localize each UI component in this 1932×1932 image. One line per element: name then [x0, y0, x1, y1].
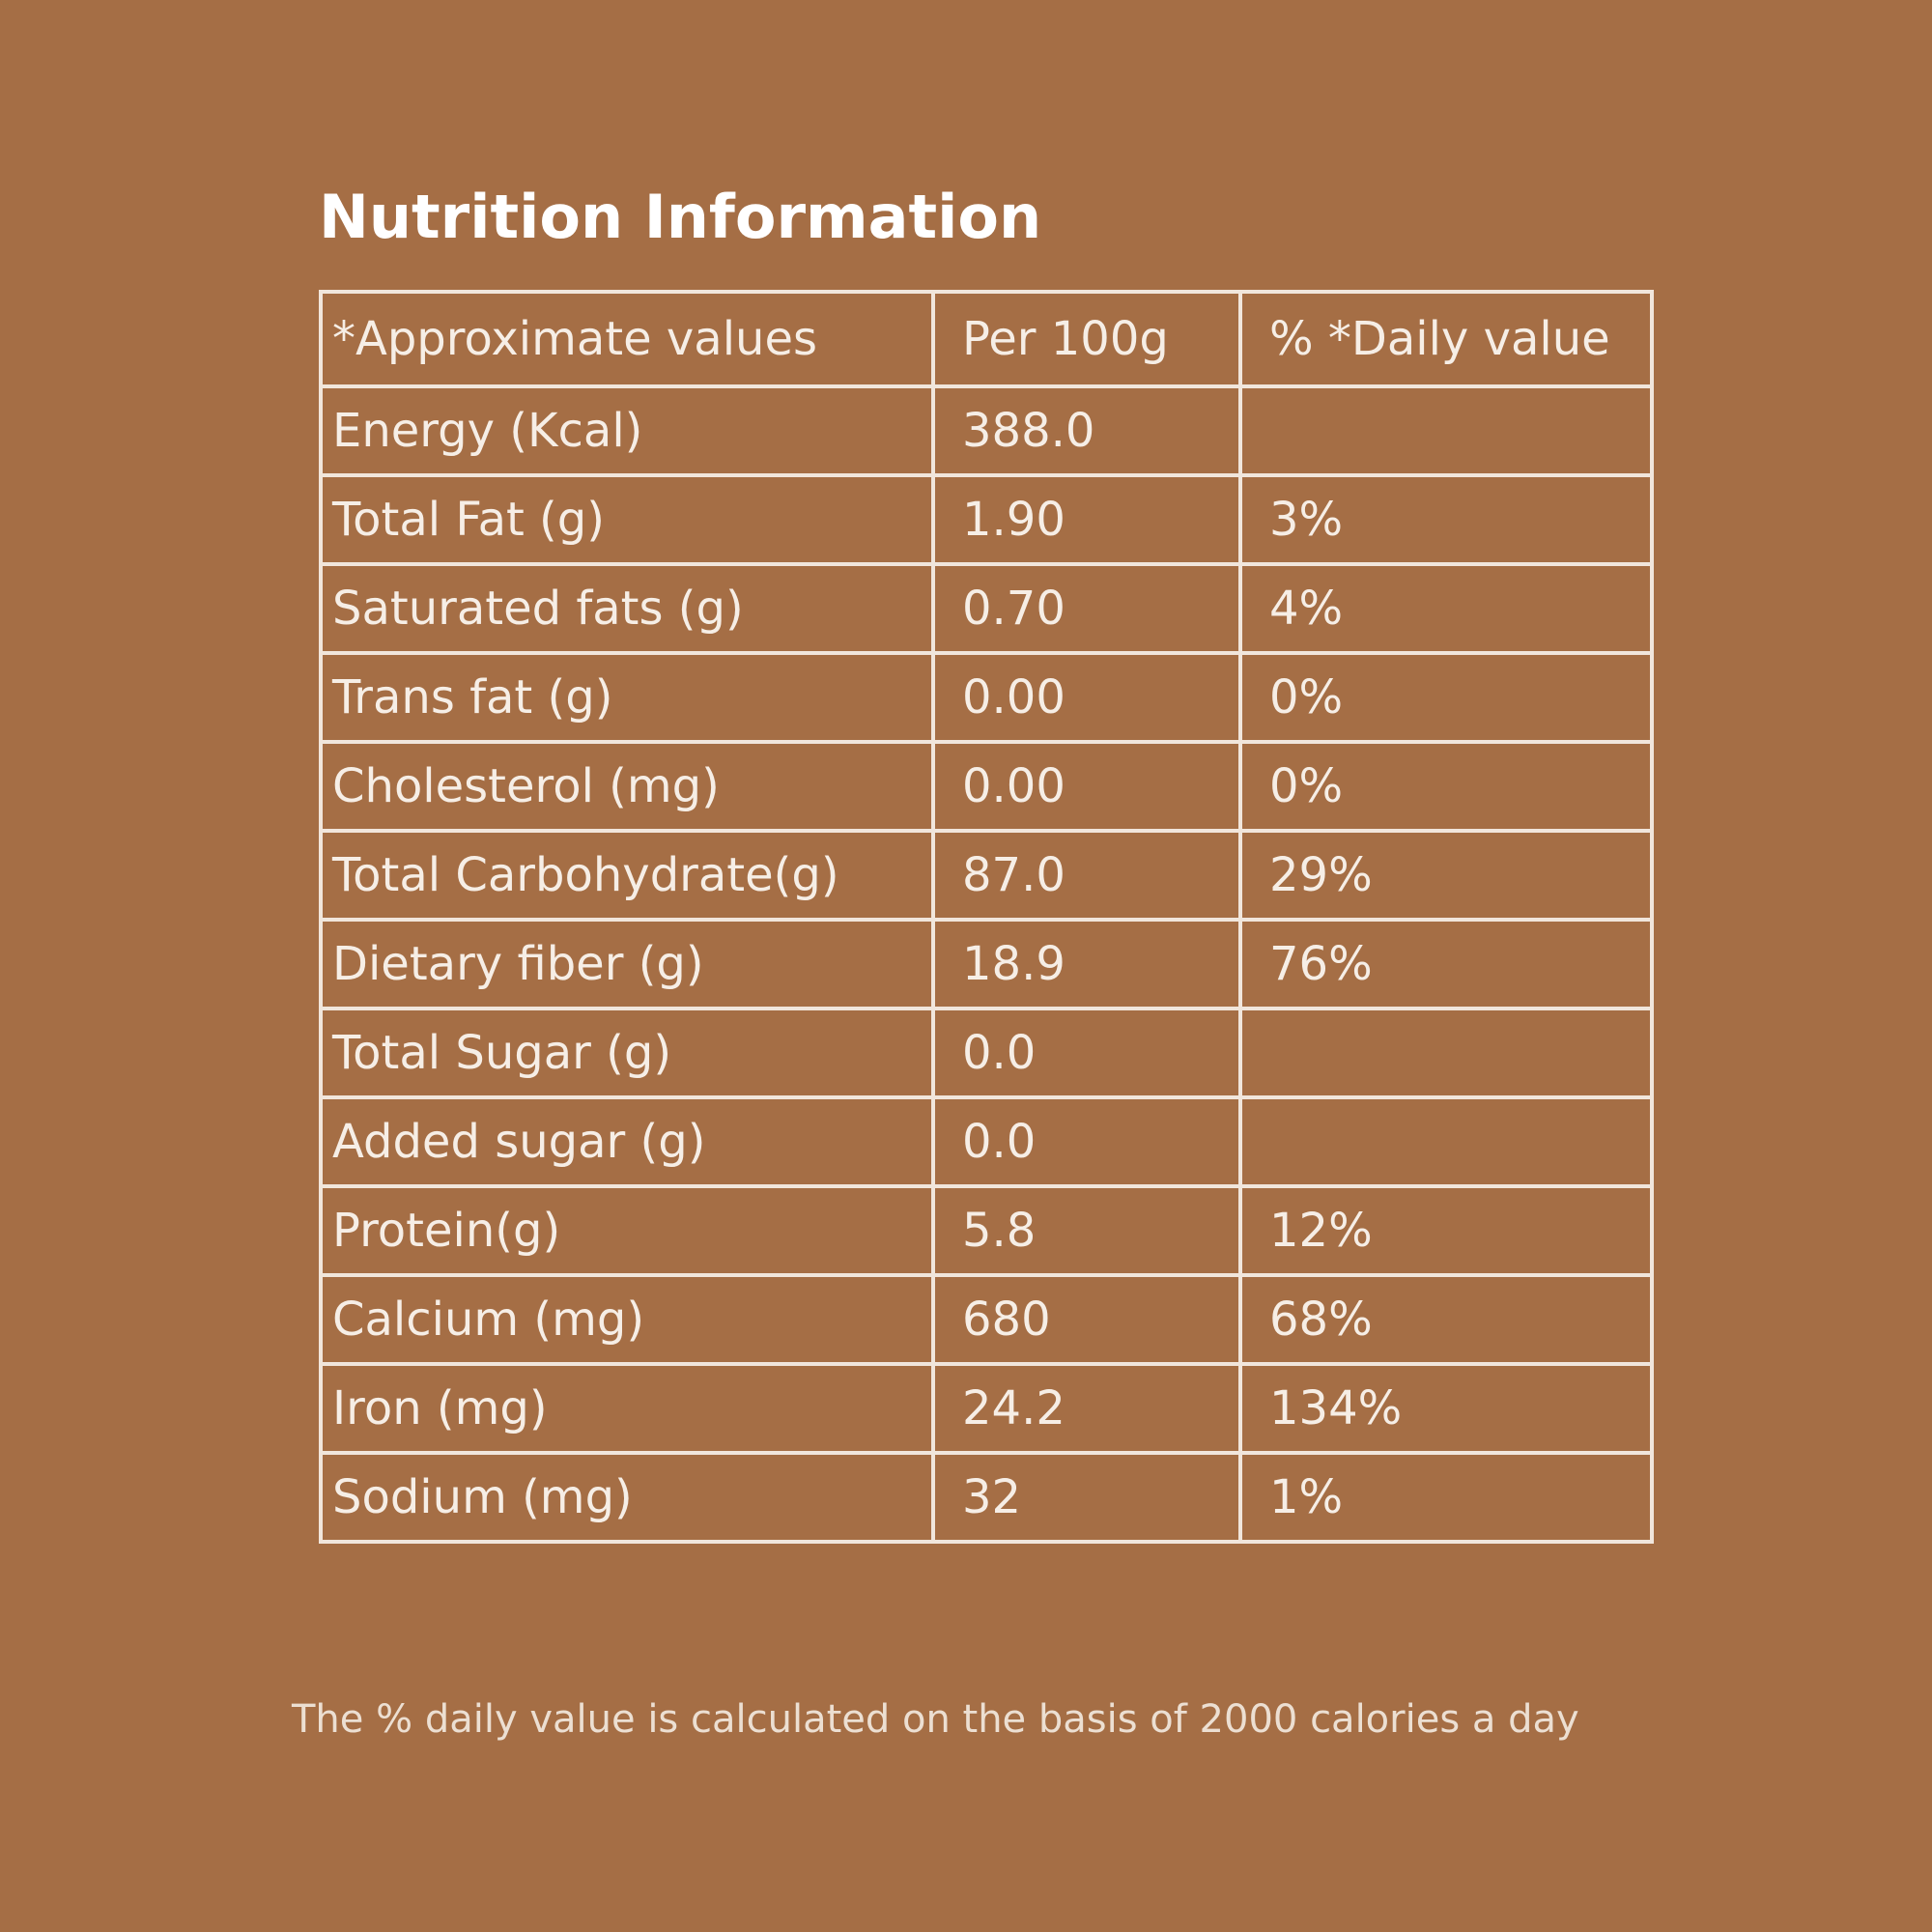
table-row: Total Carbohydrate(g) 87.0 29% [319, 829, 1654, 922]
table-row: Calcium (mg) 680 68% [319, 1273, 1654, 1366]
per-100g-cell: 18.9 [931, 918, 1242, 1010]
header-daily-value: % *Daily value [1238, 290, 1654, 388]
per-100g-cell: 680 [931, 1273, 1242, 1366]
per-100g-cell: 32 [931, 1451, 1242, 1544]
nutrition-table-container: *Approximate values Per 100g % *Daily va… [319, 290, 1654, 1544]
nutrient-cell: Added sugar (g) [319, 1095, 935, 1188]
table-row: Cholesterol (mg) 0.00 0% [319, 740, 1654, 833]
table-header-row: *Approximate values Per 100g % *Daily va… [319, 290, 1654, 388]
daily-value-cell: 0% [1238, 651, 1654, 744]
daily-value-cell: 12% [1238, 1184, 1654, 1277]
per-100g-cell: 0.0 [931, 1095, 1242, 1188]
per-100g-cell: 0.00 [931, 651, 1242, 744]
per-100g-cell: 87.0 [931, 829, 1242, 922]
nutrient-cell: Protein(g) [319, 1184, 935, 1277]
nutrient-cell: Cholesterol (mg) [319, 740, 935, 833]
nutrient-cell: Total Sugar (g) [319, 1007, 935, 1099]
table-row: Total Fat (g) 1.90 3% [319, 473, 1654, 566]
table-row: Saturated fats (g) 0.70 4% [319, 562, 1654, 655]
table-row: Trans fat (g) 0.00 0% [319, 651, 1654, 744]
daily-value-cell: 1% [1238, 1451, 1654, 1544]
nutrient-cell: Calcium (mg) [319, 1273, 935, 1366]
header-per-100g: Per 100g [931, 290, 1242, 388]
table-row: Added sugar (g) 0.0 [319, 1095, 1654, 1188]
table-row: Iron (mg) 24.2 134% [319, 1362, 1654, 1455]
daily-value-cell: 3% [1238, 473, 1654, 566]
nutrient-cell: Total Fat (g) [319, 473, 935, 566]
footnote: The % daily value is calculated on the b… [292, 1697, 1579, 1742]
daily-value-cell: 76% [1238, 918, 1654, 1010]
table-row: Sodium (mg) 32 1% [319, 1451, 1654, 1544]
per-100g-cell: 388.0 [931, 384, 1242, 477]
header-approximate-values: *Approximate values [319, 290, 935, 388]
per-100g-cell: 24.2 [931, 1362, 1242, 1455]
per-100g-cell: 0.70 [931, 562, 1242, 655]
daily-value-cell [1238, 1095, 1654, 1188]
per-100g-cell: 0.0 [931, 1007, 1242, 1099]
daily-value-cell: 134% [1238, 1362, 1654, 1455]
daily-value-cell: 4% [1238, 562, 1654, 655]
nutrition-table: *Approximate values Per 100g % *Daily va… [319, 290, 1654, 1544]
daily-value-cell: 29% [1238, 829, 1654, 922]
per-100g-cell: 5.8 [931, 1184, 1242, 1277]
nutrient-cell: Iron (mg) [319, 1362, 935, 1455]
nutrient-cell: Trans fat (g) [319, 651, 935, 744]
daily-value-cell: 68% [1238, 1273, 1654, 1366]
daily-value-cell: 0% [1238, 740, 1654, 833]
table-row: Total Sugar (g) 0.0 [319, 1007, 1654, 1099]
nutrient-cell: Saturated fats (g) [319, 562, 935, 655]
nutrient-cell: Energy (Kcal) [319, 384, 935, 477]
nutrient-cell: Sodium (mg) [319, 1451, 935, 1544]
table-row: Dietary fiber (g) 18.9 76% [319, 918, 1654, 1010]
daily-value-cell [1238, 384, 1654, 477]
per-100g-cell: 1.90 [931, 473, 1242, 566]
per-100g-cell: 0.00 [931, 740, 1242, 833]
table-row: Energy (Kcal) 388.0 [319, 384, 1654, 477]
table-row: Protein(g) 5.8 12% [319, 1184, 1654, 1277]
nutrient-cell: Total Carbohydrate(g) [319, 829, 935, 922]
page-title: Nutrition Information [319, 182, 1042, 252]
nutrient-cell: Dietary fiber (g) [319, 918, 935, 1010]
daily-value-cell [1238, 1007, 1654, 1099]
